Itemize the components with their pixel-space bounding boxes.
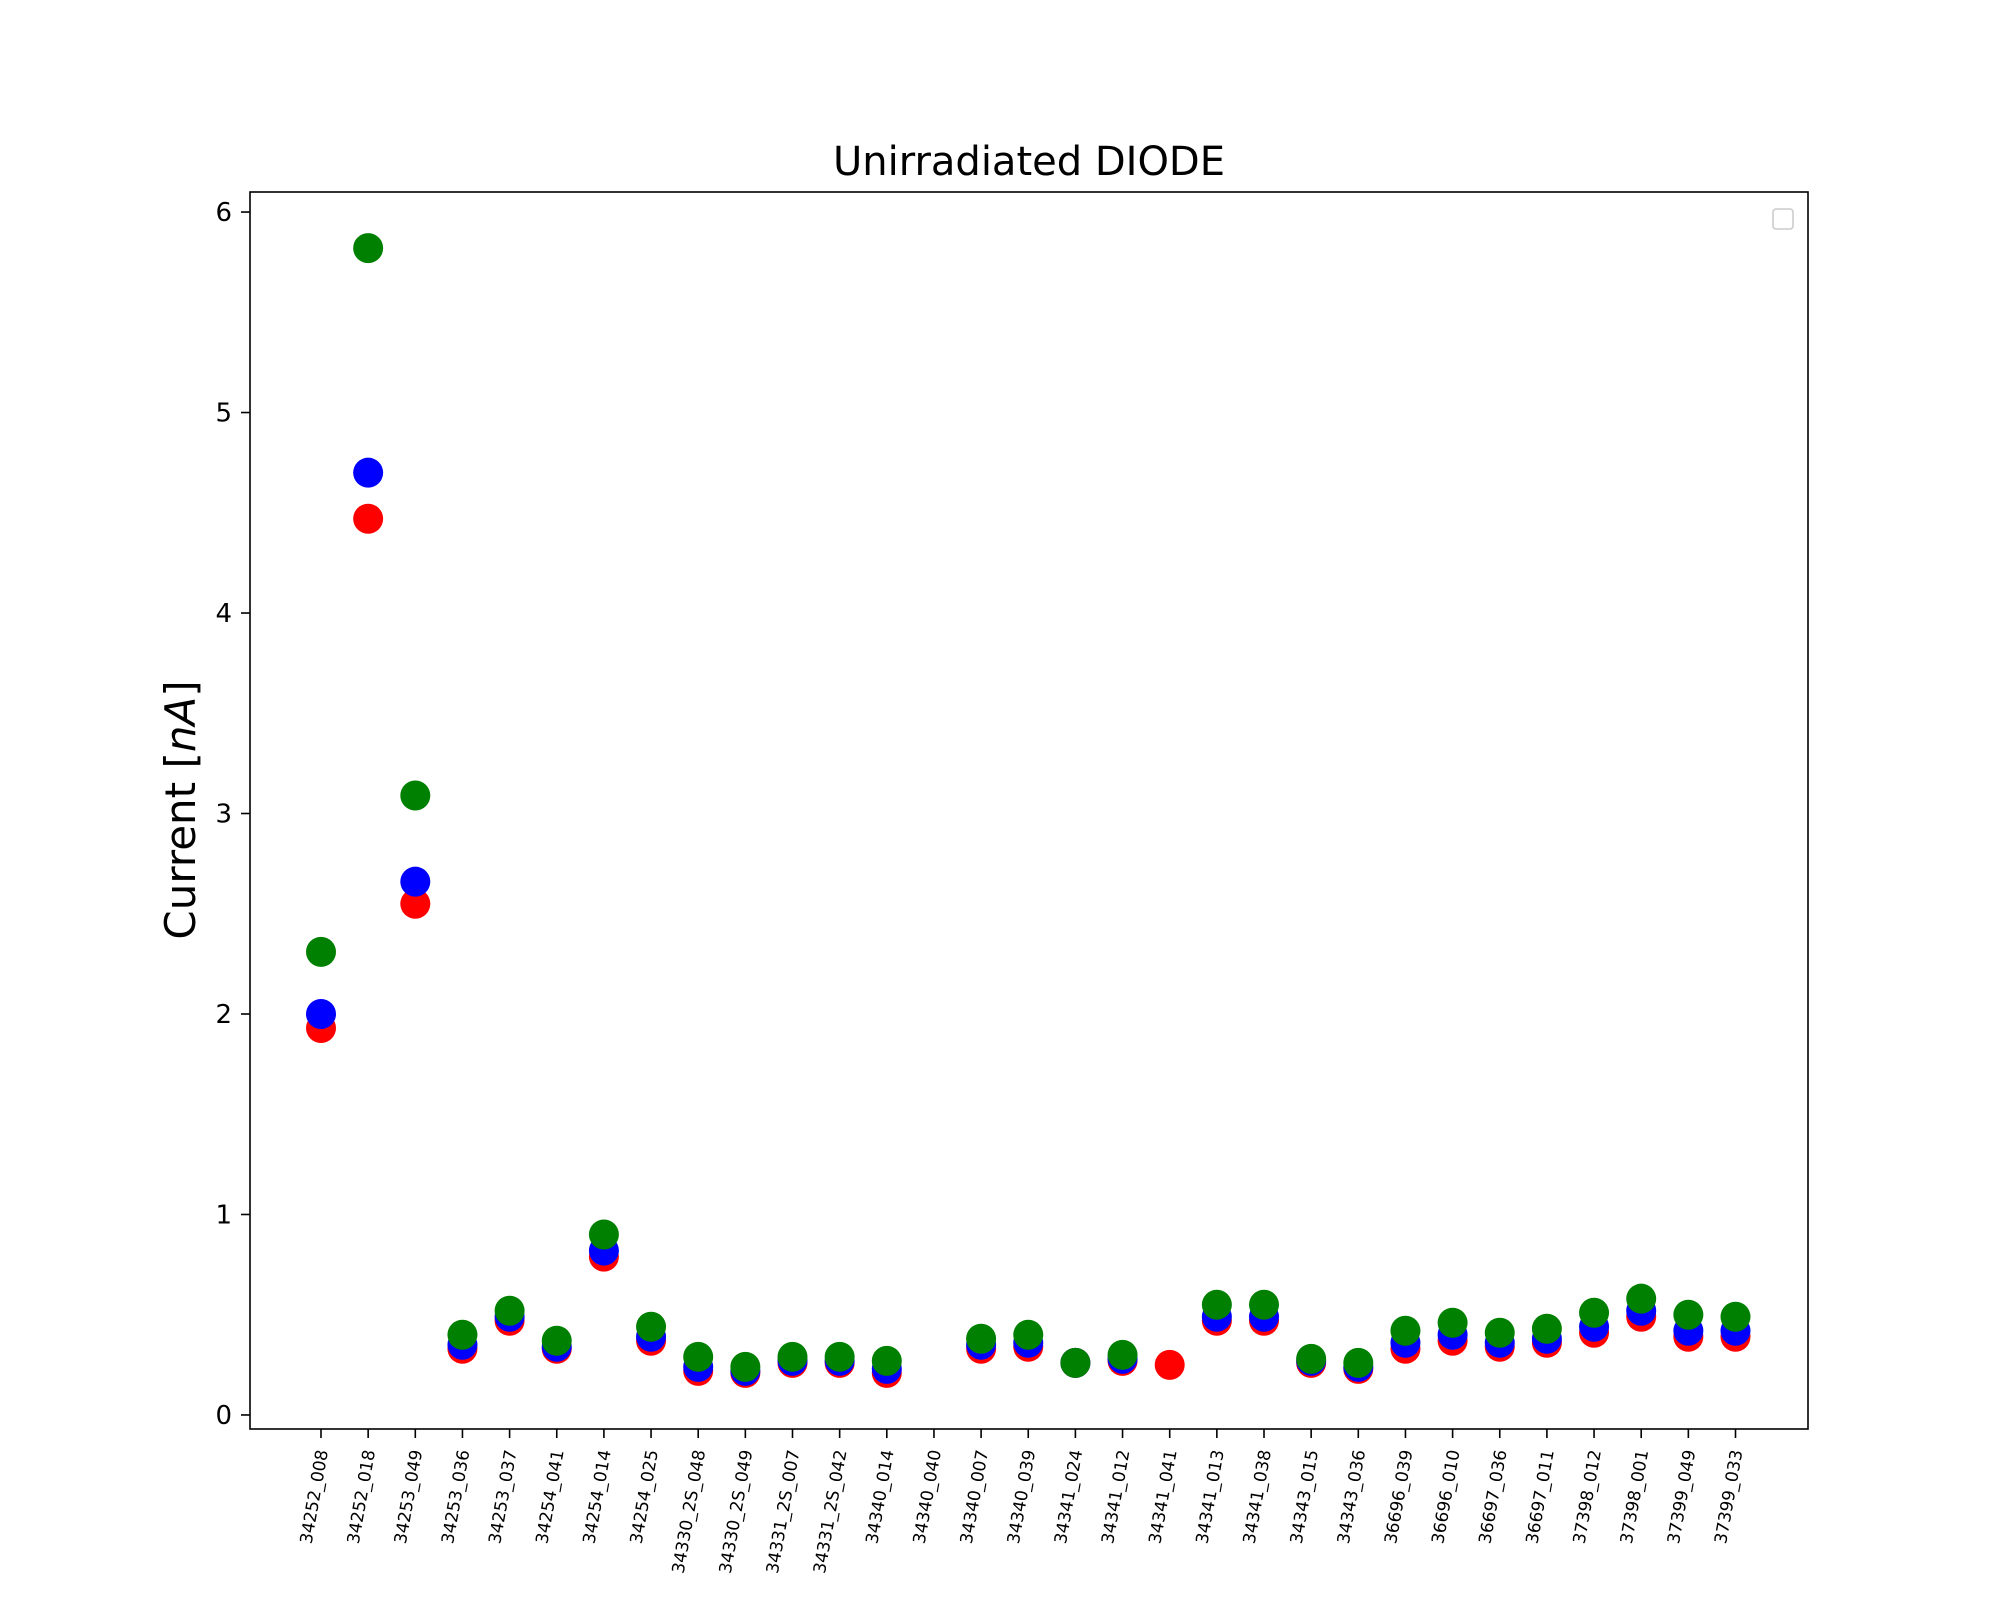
- data-point: [1060, 1347, 1091, 1378]
- data-point: [447, 1319, 478, 1350]
- x-tick-label: 34252_018: [344, 1448, 380, 1545]
- data-point: [1390, 1315, 1421, 1346]
- x-tick-label: 37398_012: [1570, 1448, 1606, 1545]
- data-point: [1154, 1349, 1185, 1380]
- data-point: [588, 1219, 619, 1250]
- x-tick-label: 34253_049: [391, 1448, 427, 1545]
- data-point: [1249, 1289, 1279, 1320]
- data-point: [1673, 1299, 1704, 1330]
- x-tick-label: 34330_2S_049: [716, 1448, 757, 1575]
- y-tick-label: 3: [215, 800, 232, 830]
- x-tick-label: 34340_040: [910, 1448, 946, 1545]
- x-tick-label: 34341_038: [1240, 1448, 1276, 1545]
- chart-title: Unirradiated DIODE: [833, 139, 1225, 185]
- data-point: [777, 1341, 808, 1372]
- x-tick-label: 34341_024: [1051, 1448, 1087, 1545]
- x-tick-label: 34331_2S_042: [810, 1448, 851, 1575]
- x-tick-label: 34340_014: [863, 1448, 899, 1545]
- y-tick-label: 1: [215, 1200, 232, 1230]
- y-tick-label: 4: [215, 599, 232, 629]
- data-point: [730, 1351, 761, 1382]
- x-tick-label: 37398_001: [1617, 1448, 1653, 1545]
- x-tick-label: 34340_007: [957, 1448, 993, 1545]
- marks-layer: [306, 233, 1751, 1388]
- data-point: [636, 1311, 667, 1342]
- data-point: [353, 457, 384, 488]
- x-tick-label: 34252_008: [297, 1448, 333, 1545]
- x-tick-label: 36697_036: [1475, 1448, 1511, 1545]
- x-tick-label: 34331_2S_007: [763, 1448, 804, 1575]
- data-point: [400, 780, 431, 811]
- data-point: [400, 888, 431, 919]
- data-point: [1296, 1343, 1327, 1374]
- x-tick-label: 37399_033: [1711, 1448, 1747, 1545]
- data-point: [1484, 1317, 1515, 1348]
- data-point: [400, 866, 431, 897]
- x-tick-label: 34254_025: [627, 1448, 663, 1545]
- x-tick-label: 34254_041: [532, 1448, 568, 1545]
- data-point: [306, 998, 336, 1029]
- data-point: [494, 1295, 525, 1326]
- y-axis-label-main: Current: [156, 769, 205, 940]
- x-tick-label: 34341_012: [1098, 1448, 1134, 1545]
- data-point: [1437, 1307, 1468, 1338]
- x-tick-label: 37399_049: [1664, 1448, 1700, 1545]
- y-tick-label: 5: [215, 399, 232, 429]
- data-point: [541, 1325, 572, 1356]
- x-tick-label: 36697_011: [1523, 1448, 1559, 1545]
- x-tick-label: 34341_041: [1145, 1448, 1181, 1545]
- y-ticks: 0 1 2 3 4 5 6: [215, 198, 250, 1431]
- x-tick-label: 34343_036: [1334, 1448, 1370, 1545]
- y-axis-label-unit: nA: [156, 697, 205, 752]
- x-tick-label: 34254_014: [580, 1448, 616, 1545]
- y-tick-label: 2: [215, 1000, 232, 1030]
- x-tick-label: 34253_037: [485, 1448, 521, 1545]
- data-point: [306, 936, 336, 967]
- y-axis-label-bracket-open: [: [156, 752, 205, 768]
- x-tick-label: 34330_2S_048: [669, 1448, 710, 1575]
- legend-box: [1772, 208, 1794, 230]
- data-point: [966, 1323, 997, 1354]
- data-point: [353, 233, 384, 264]
- y-tick-label: 6: [215, 198, 232, 228]
- data-point: [1201, 1289, 1232, 1320]
- x-tick-label: 36696_010: [1428, 1448, 1464, 1545]
- x-tick-label: 34340_039: [1004, 1448, 1040, 1545]
- data-point: [1531, 1313, 1562, 1344]
- y-axis-label-bracket-close: ]: [156, 680, 205, 696]
- data-point: [353, 503, 384, 534]
- data-point: [1720, 1301, 1751, 1332]
- data-point: [824, 1341, 855, 1372]
- data-point: [871, 1345, 902, 1376]
- y-tick-label: 0: [215, 1401, 232, 1431]
- data-point: [1626, 1283, 1657, 1314]
- y-axis-label: Current [nA]: [156, 680, 205, 939]
- axes-layer: [249, 191, 1809, 1430]
- x-tick-label: 36696_039: [1381, 1448, 1417, 1545]
- data-point: [1013, 1319, 1044, 1350]
- data-point: [1107, 1339, 1138, 1370]
- x-tick-label: 34341_013: [1193, 1448, 1229, 1545]
- x-tick-label: 34343_015: [1287, 1448, 1323, 1545]
- data-point: [1579, 1297, 1610, 1328]
- x-ticks: 34252_008 34252_018 34253_049 34253_036 3425…: [297, 1429, 1747, 1575]
- data-point: [1343, 1347, 1374, 1378]
- plot-frame: [249, 191, 1809, 1430]
- data-point: [683, 1341, 714, 1372]
- x-tick-label: 34253_036: [438, 1448, 474, 1545]
